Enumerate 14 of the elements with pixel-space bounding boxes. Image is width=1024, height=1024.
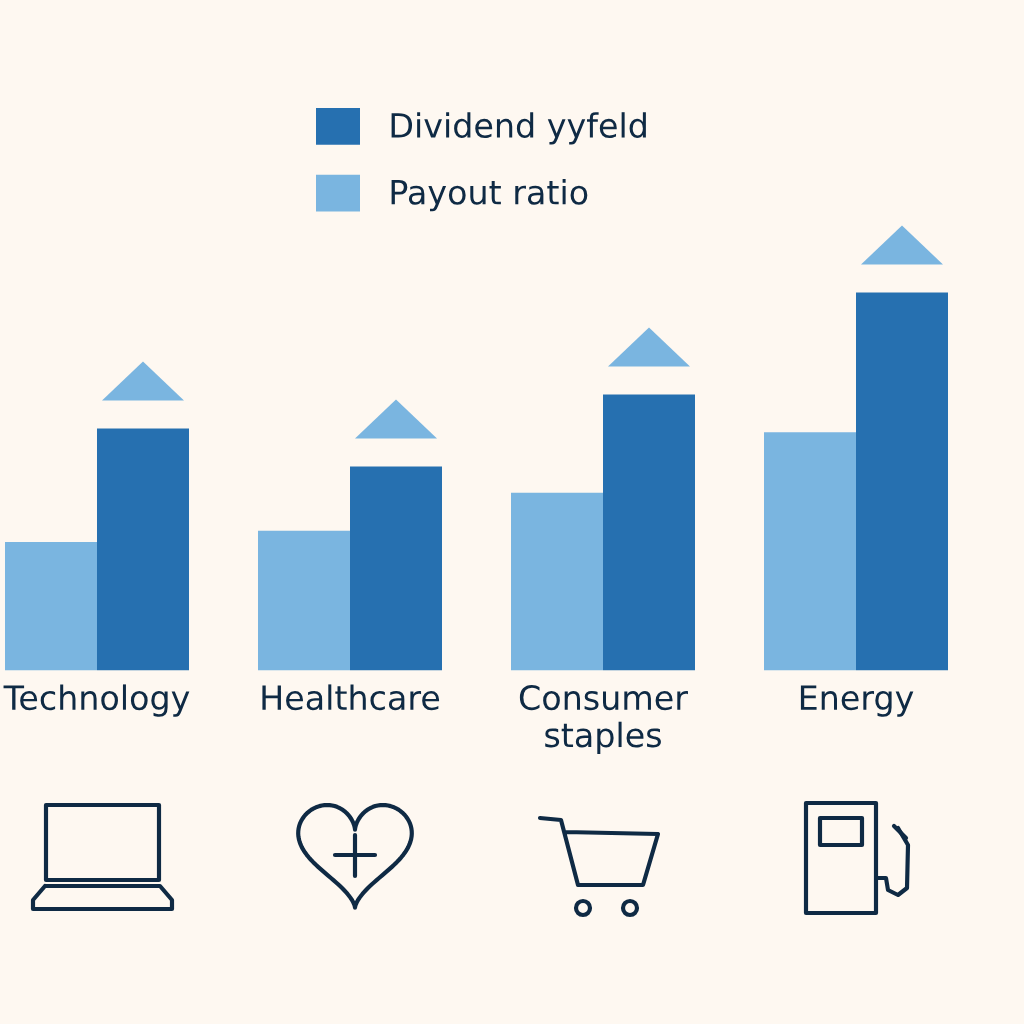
bar [603, 394, 695, 671]
bar [764, 432, 856, 671]
bar [5, 541, 97, 671]
bar [511, 492, 603, 671]
legend-label: Dividend yyfeld [391, 112, 646, 145]
x-tick-label: Healthcare [262, 684, 440, 711]
legend-label: Payout ratio [391, 178, 588, 212]
bar [350, 466, 442, 671]
bar [97, 428, 189, 671]
x-tick-label: Energy [800, 685, 914, 717]
x-tick-label: Technology [3, 684, 190, 717]
bar [856, 292, 948, 671]
x-tick-label: Consumer staples [519, 684, 688, 754]
bar [258, 530, 350, 671]
